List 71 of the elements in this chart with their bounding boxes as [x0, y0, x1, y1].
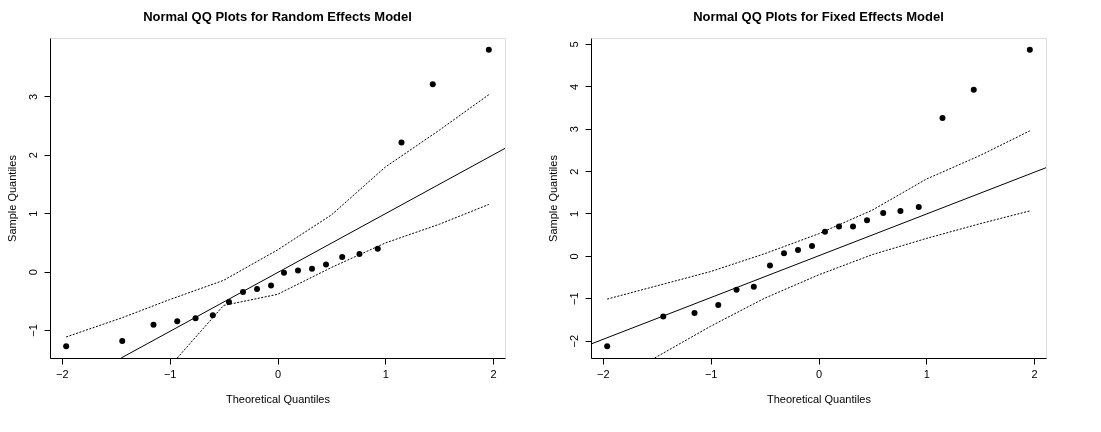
- y-tick-label: −2: [567, 334, 580, 348]
- point: [750, 283, 757, 290]
- point: [268, 282, 275, 289]
- point: [809, 243, 816, 250]
- point: [254, 286, 261, 293]
- line-series: [65, 94, 490, 338]
- point: [781, 250, 787, 257]
- point: [715, 302, 722, 309]
- point: [850, 223, 856, 230]
- y-tick-label: 4: [567, 83, 580, 90]
- point: [309, 265, 315, 272]
- point: [880, 210, 887, 217]
- x-tick-label: −1: [163, 367, 177, 380]
- y-tick-label: −1: [26, 324, 39, 337]
- point: [864, 217, 871, 224]
- point: [192, 315, 199, 322]
- y-axis-title: Sample Quantiles: [5, 154, 18, 242]
- x-tick-label: 1: [923, 367, 930, 380]
- point: [733, 286, 740, 293]
- x-axis-title: Theoretical Quantiles: [767, 392, 872, 405]
- y-tick-label: 0: [26, 269, 39, 276]
- point: [835, 223, 842, 230]
- point: [323, 261, 330, 268]
- line-series: [606, 130, 1031, 300]
- y-tick-label: 0: [567, 253, 580, 260]
- x-tick-label: −2: [56, 367, 69, 380]
- x-tick-label: −1: [704, 367, 718, 380]
- point: [374, 245, 381, 252]
- point: [356, 251, 363, 258]
- point: [939, 115, 946, 122]
- point: [766, 262, 773, 269]
- x-tick-label: 2: [490, 367, 497, 380]
- chart-title: Normal QQ Plots for Random Effects Model: [143, 9, 412, 24]
- chart-title: Normal QQ Plots for Fixed Effects Model: [693, 9, 944, 24]
- point: [63, 343, 70, 350]
- point: [174, 318, 181, 325]
- x-tick-label: 2: [1031, 367, 1038, 380]
- point: [915, 204, 922, 211]
- point: [209, 312, 216, 319]
- point: [119, 338, 126, 345]
- point: [398, 139, 405, 146]
- point: [604, 343, 611, 350]
- point: [429, 81, 436, 88]
- x-tick-label: 0: [815, 367, 823, 380]
- y-tick-label: 2: [567, 168, 580, 175]
- point: [897, 207, 904, 214]
- point: [795, 246, 802, 253]
- x-tick-label: 0: [274, 367, 282, 380]
- y-tick-label: 1: [26, 210, 39, 217]
- point: [691, 310, 698, 317]
- x-tick-label: 1: [382, 367, 389, 380]
- y-tick-label: 3: [26, 93, 39, 100]
- point: [225, 298, 232, 305]
- point: [280, 269, 287, 276]
- y-tick-label: −1: [567, 292, 580, 306]
- point: [821, 228, 828, 235]
- y-tick-label: 5: [567, 41, 580, 48]
- point: [660, 313, 667, 320]
- point: [1026, 46, 1033, 53]
- point: [339, 253, 346, 260]
- y-tick-label: 2: [26, 152, 39, 159]
- point: [970, 86, 977, 93]
- point: [294, 267, 301, 274]
- point: [150, 321, 157, 328]
- x-axis-title: Theoretical Quantiles: [226, 392, 331, 405]
- y-axis-title: Sample Quantiles: [546, 154, 559, 242]
- point: [485, 46, 492, 53]
- y-tick-label: 3: [567, 126, 580, 133]
- x-tick-label: −2: [597, 367, 610, 380]
- y-tick-label: 1: [567, 210, 580, 218]
- point: [240, 289, 246, 296]
